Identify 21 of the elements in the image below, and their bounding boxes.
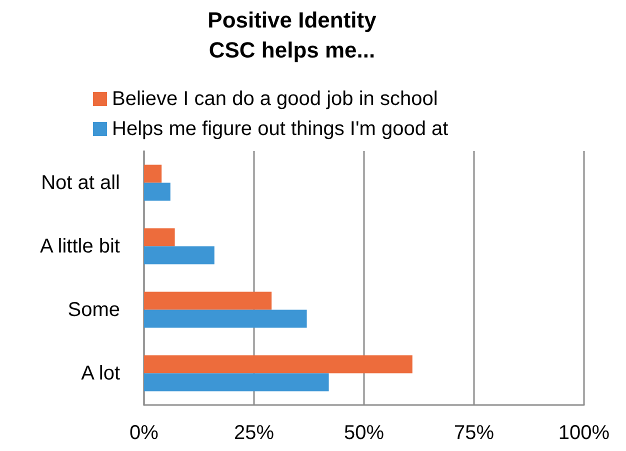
x-tick-label: 100% <box>558 422 610 444</box>
legend-label: Believe I can do a good job in school <box>112 88 438 110</box>
bar <box>144 164 162 183</box>
y-tick-label: A lot <box>81 362 120 384</box>
bar <box>144 182 170 201</box>
bar <box>144 373 329 392</box>
chart-title: Positive Identity <box>208 8 378 32</box>
bar <box>144 310 307 328</box>
chart-subtitle: CSC helps me... <box>208 38 376 62</box>
bar <box>144 228 175 246</box>
x-tick-label: 0% <box>130 422 159 444</box>
x-tick-label: 25% <box>234 422 274 444</box>
x-tick-label: 75% <box>454 422 494 444</box>
legend-label: Helps me figure out things I'm good at <box>112 118 449 140</box>
y-tick-label: Not at all <box>41 172 120 194</box>
y-tick-label: Some <box>68 298 120 321</box>
bar <box>144 355 412 374</box>
y-tick-label: A little bit <box>40 235 120 258</box>
bar <box>144 292 272 310</box>
bar <box>144 246 214 264</box>
x-tick-label: 50% <box>344 422 384 444</box>
